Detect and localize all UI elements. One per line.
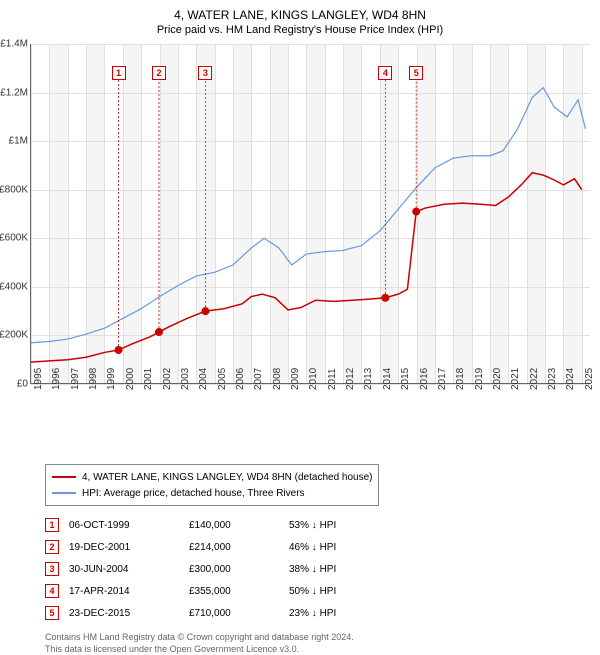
- y-tick-label: £1.2M: [0, 87, 28, 98]
- transaction-row: 5 23-DEC-2015 £710,000 23% ↓ HPI: [45, 602, 590, 624]
- transaction-price: £710,000: [189, 608, 279, 619]
- transaction-pct: 23% ↓ HPI: [289, 608, 379, 619]
- transaction-date: 17-APR-2014: [69, 586, 179, 597]
- footer-attribution: Contains HM Land Registry data © Crown c…: [45, 632, 590, 655]
- legend-item: HPI: Average price, detached house, Thre…: [52, 485, 372, 501]
- transaction-date: 19-DEC-2001: [69, 542, 179, 553]
- marker-box-1: 1: [112, 66, 126, 80]
- transaction-marker: 2: [45, 540, 59, 554]
- transactions-table: 1 06-OCT-1999 £140,000 53% ↓ HPI 2 19-DEC-200…: [45, 514, 590, 624]
- marker-box-3: 3: [198, 66, 212, 80]
- legend-label: HPI: Average price, detached house, Thre…: [82, 488, 305, 499]
- transaction-pct: 53% ↓ HPI: [289, 520, 379, 531]
- plot-region: 1 2 3 4 5: [30, 44, 590, 384]
- legend-item: 4, WATER LANE, KINGS LANGLEY, WD4 8HN (d…: [52, 469, 372, 485]
- legend-box: 4, WATER LANE, KINGS LANGLEY, WD4 8HN (d…: [45, 464, 379, 506]
- transaction-row: 2 19-DEC-2001 £214,000 46% ↓ HPI: [45, 536, 590, 558]
- transaction-price: £140,000: [189, 520, 279, 531]
- y-tick-label: £0: [0, 379, 28, 390]
- transaction-price: £214,000: [189, 542, 279, 553]
- series-property: [31, 173, 582, 362]
- x-tick-label: 2025: [584, 368, 600, 390]
- y-tick-label: £1M: [0, 136, 28, 147]
- footer-line-2: This data is licensed under the Open Gov…: [45, 644, 590, 655]
- transaction-marker: 4: [45, 584, 59, 598]
- transaction-pct: 38% ↓ HPI: [289, 564, 379, 575]
- transaction-date: 30-JUN-2004: [69, 564, 179, 575]
- y-tick-label: £800K: [0, 184, 28, 195]
- transaction-marker: 1: [45, 518, 59, 532]
- transaction-pct: 46% ↓ HPI: [289, 542, 379, 553]
- y-tick-label: £1.4M: [0, 39, 28, 50]
- transaction-pct: 50% ↓ HPI: [289, 586, 379, 597]
- marker-box-2: 2: [152, 66, 166, 80]
- y-tick-label: £200K: [0, 330, 28, 341]
- transaction-row: 3 30-JUN-2004 £300,000 38% ↓ HPI: [45, 558, 590, 580]
- transaction-date: 06-OCT-1999: [69, 520, 179, 531]
- transaction-marker: 5: [45, 606, 59, 620]
- chart-svg: [31, 44, 591, 384]
- transaction-price: £355,000: [189, 586, 279, 597]
- transaction-row: 1 06-OCT-1999 £140,000 53% ↓ HPI: [45, 514, 590, 536]
- transaction-row: 4 17-APR-2014 £355,000 50% ↓ HPI: [45, 580, 590, 602]
- transaction-date: 23-DEC-2015: [69, 608, 179, 619]
- footer-line-1: Contains HM Land Registry data © Crown c…: [45, 632, 590, 644]
- transaction-marker: 3: [45, 562, 59, 576]
- transaction-price: £300,000: [189, 564, 279, 575]
- chart-area: 12345 1995199619971998199920002001200220…: [30, 44, 590, 414]
- chart-subtitle: Price paid vs. HM Land Registry's House …: [10, 24, 590, 36]
- y-tick-label: £400K: [0, 281, 28, 292]
- chart-title: 4, WATER LANE, KINGS LANGLEY, WD4 8HN: [10, 8, 590, 22]
- marker-box-5: 5: [409, 66, 423, 80]
- y-tick-label: £600K: [0, 233, 28, 244]
- marker-box-4: 4: [378, 66, 392, 80]
- legend-label: 4, WATER LANE, KINGS LANGLEY, WD4 8HN (d…: [82, 472, 372, 483]
